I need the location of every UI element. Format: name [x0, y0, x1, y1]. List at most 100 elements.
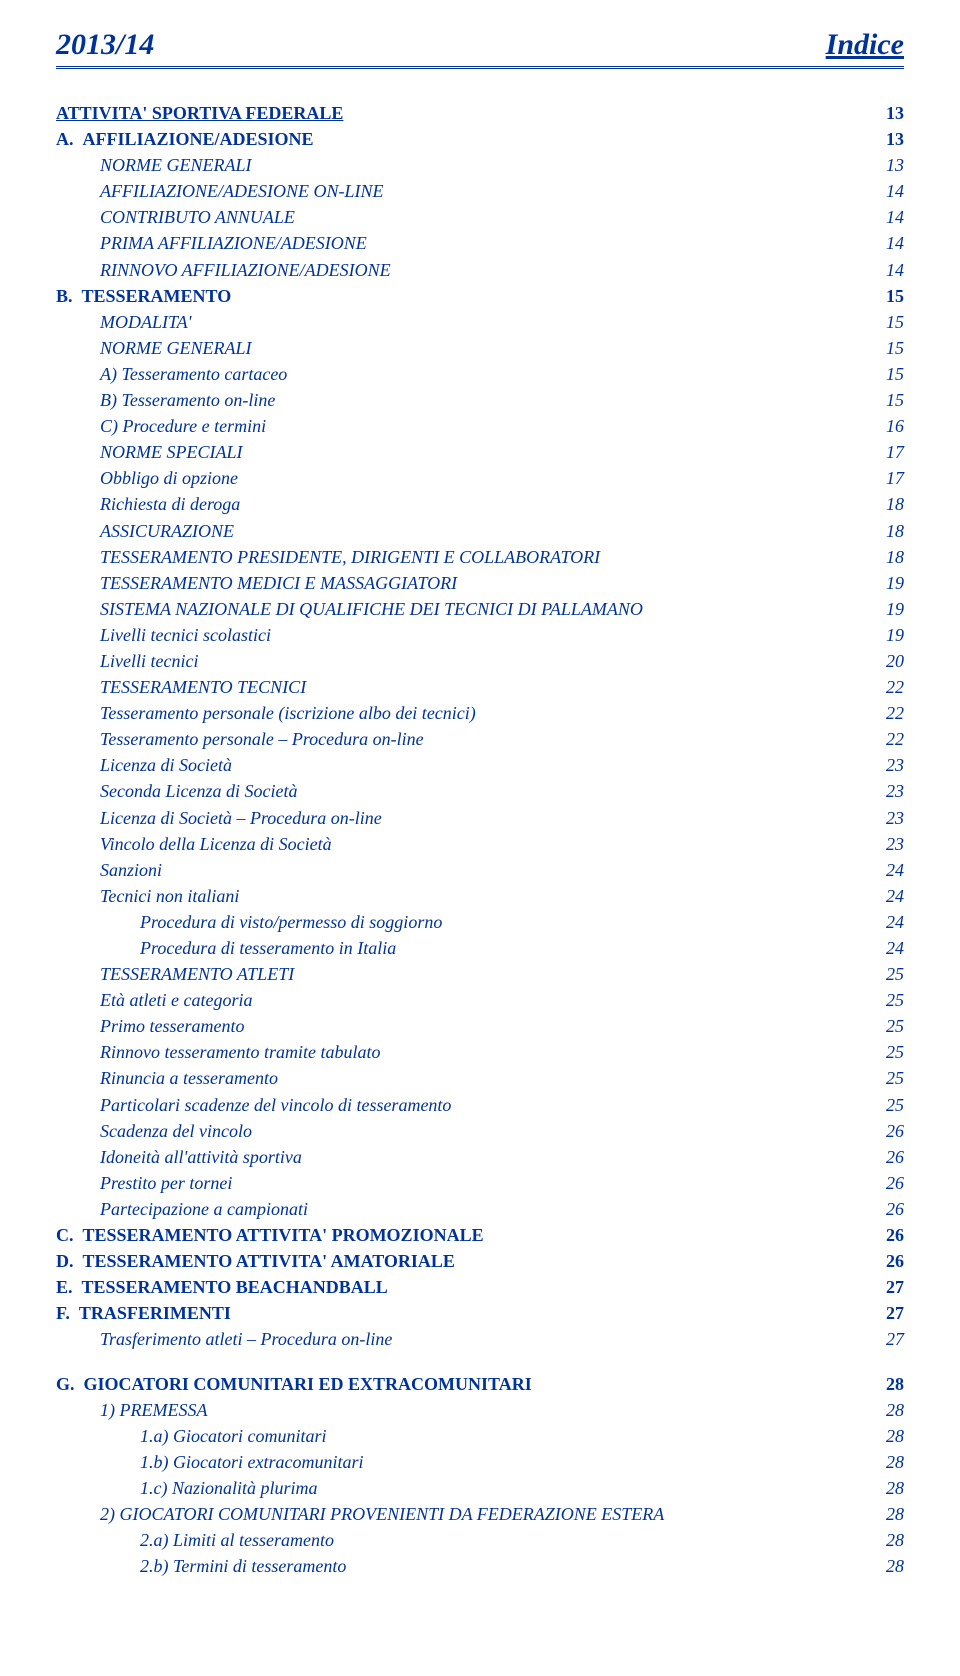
toc-row: 2) GIOCATORI COMUNITARI PROVENIENTI DA F… [56, 1501, 904, 1527]
toc-page: 20 [876, 648, 904, 674]
toc-page: 14 [876, 178, 904, 204]
toc-row: Richiesta di deroga18 [56, 491, 904, 517]
toc-page: 23 [876, 805, 904, 831]
toc-page: 14 [876, 204, 904, 230]
toc-page: 28 [876, 1475, 904, 1501]
toc-page: 22 [876, 700, 904, 726]
header-year: 2013/14 [56, 28, 154, 62]
toc-label: NORME GENERALI [100, 335, 876, 361]
toc-row: RINNOVO AFFILIAZIONE/ADESIONE14 [56, 257, 904, 283]
toc-page: 13 [876, 100, 904, 126]
toc-page: 26 [876, 1248, 904, 1274]
toc-label: Tesseramento personale (iscrizione albo … [100, 700, 876, 726]
toc-label: E. TESSERAMENTO BEACHANDBALL [56, 1274, 876, 1300]
toc-row: ATTIVITA' SPORTIVA FEDERALE13 [56, 100, 904, 126]
toc-label: Livelli tecnici scolastici [100, 622, 876, 648]
toc-row: Idoneità all'attività sportiva26 [56, 1144, 904, 1170]
toc-label: TESSERAMENTO MEDICI E MASSAGGIATORI [100, 570, 876, 596]
toc-page: 24 [876, 909, 904, 935]
toc-page: 18 [876, 518, 904, 544]
toc-label: C) Procedure e termini [100, 413, 876, 439]
toc-row: Tesseramento personale – Procedura on-li… [56, 726, 904, 752]
toc-row: F. TRASFERIMENTI27 [56, 1300, 904, 1326]
toc-label-text: AFFILIAZIONE/ADESIONE [83, 129, 314, 149]
toc-label: NORME GENERALI [100, 152, 876, 178]
toc-page: 15 [876, 361, 904, 387]
toc-label-text: TESSERAMENTO BEACHANDBALL [82, 1277, 388, 1297]
toc-page: 26 [876, 1170, 904, 1196]
table-of-contents: ATTIVITA' SPORTIVA FEDERALE13A. AFFILIAZ… [56, 100, 904, 1579]
toc-page: 19 [876, 570, 904, 596]
toc-page: 25 [876, 961, 904, 987]
toc-row: A. AFFILIAZIONE/ADESIONE13 [56, 126, 904, 152]
toc-label-text: TESSERAMENTO ATTIVITA' AMATORIALE [83, 1251, 455, 1271]
toc-page: 26 [876, 1222, 904, 1248]
toc-row: Sanzioni24 [56, 857, 904, 883]
toc-letter: D. [56, 1251, 83, 1271]
toc-row: Licenza di Società – Procedura on-line23 [56, 805, 904, 831]
toc-label: Livelli tecnici [100, 648, 876, 674]
toc-label-text: TESSERAMENTO [82, 286, 232, 306]
toc-page: 27 [876, 1326, 904, 1352]
toc-row: Rinnovo tesseramento tramite tabulato25 [56, 1039, 904, 1065]
toc-page: 14 [876, 257, 904, 283]
toc-page: 25 [876, 1092, 904, 1118]
toc-page: 25 [876, 987, 904, 1013]
toc-row: B. TESSERAMENTO15 [56, 283, 904, 309]
toc-label: D. TESSERAMENTO ATTIVITA' AMATORIALE [56, 1248, 876, 1274]
toc-label: 1.b) Giocatori extracomunitari [140, 1449, 876, 1475]
toc-label: PRIMA AFFILIAZIONE/ADESIONE [100, 230, 876, 256]
toc-page: 18 [876, 491, 904, 517]
toc-label: 1.c) Nazionalità plurima [140, 1475, 876, 1501]
toc-label: RINNOVO AFFILIAZIONE/ADESIONE [100, 257, 876, 283]
toc-label: 2.a) Limiti al tesseramento [140, 1527, 876, 1553]
toc-page: 27 [876, 1274, 904, 1300]
toc-page: 14 [876, 230, 904, 256]
toc-label: 2.b) Termini di tesseramento [140, 1553, 876, 1579]
toc-page: 26 [876, 1118, 904, 1144]
toc-page: 25 [876, 1065, 904, 1091]
toc-row: CONTRIBUTO ANNUALE14 [56, 204, 904, 230]
toc-row: SISTEMA NAZIONALE DI QUALIFICHE DEI TECN… [56, 596, 904, 622]
toc-row: ASSICURAZIONE18 [56, 518, 904, 544]
toc-row: TESSERAMENTO ATLETI25 [56, 961, 904, 987]
toc-row: Scadenza del vincolo26 [56, 1118, 904, 1144]
toc-label: MODALITA' [100, 309, 876, 335]
toc-page: 13 [876, 152, 904, 178]
toc-page: 13 [876, 126, 904, 152]
toc-row: TESSERAMENTO PRESIDENTE, DIRIGENTI E COL… [56, 544, 904, 570]
toc-label: NORME SPECIALI [100, 439, 876, 465]
toc-row: 1.a) Giocatori comunitari28 [56, 1423, 904, 1449]
toc-page: 24 [876, 935, 904, 961]
toc-page: 23 [876, 752, 904, 778]
toc-label: SISTEMA NAZIONALE DI QUALIFICHE DEI TECN… [100, 596, 876, 622]
toc-page: 23 [876, 778, 904, 804]
toc-label: Licenza di Società [100, 752, 876, 778]
toc-row: Livelli tecnici scolastici19 [56, 622, 904, 648]
toc-row: AFFILIAZIONE/ADESIONE ON-LINE14 [56, 178, 904, 204]
toc-label: Sanzioni [100, 857, 876, 883]
toc-page: 28 [876, 1423, 904, 1449]
toc-row: Primo tesseramento25 [56, 1013, 904, 1039]
toc-label: Trasferimento atleti – Procedura on-line [100, 1326, 876, 1352]
toc-row: PRIMA AFFILIAZIONE/ADESIONE14 [56, 230, 904, 256]
toc-label: B) Tesseramento on-line [100, 387, 876, 413]
toc-row: B) Tesseramento on-line15 [56, 387, 904, 413]
toc-page: 28 [876, 1397, 904, 1423]
toc-label: A) Tesseramento cartaceo [100, 361, 876, 387]
toc-row: 1.c) Nazionalità plurima28 [56, 1475, 904, 1501]
toc-page: 28 [876, 1553, 904, 1579]
toc-page: 16 [876, 413, 904, 439]
toc-page: 18 [876, 544, 904, 570]
toc-label: 1) PREMESSA [100, 1397, 876, 1423]
toc-label: CONTRIBUTO ANNUALE [100, 204, 876, 230]
toc-label-text: TESSERAMENTO ATTIVITA' PROMOZIONALE [83, 1225, 484, 1245]
toc-label: Vincolo della Licenza di Società [100, 831, 876, 857]
toc-label: 2) GIOCATORI COMUNITARI PROVENIENTI DA F… [100, 1501, 876, 1527]
toc-page: 23 [876, 831, 904, 857]
toc-label: Tecnici non italiani [100, 883, 876, 909]
toc-label: Seconda Licenza di Società [100, 778, 876, 804]
toc-row: 1) PREMESSA28 [56, 1397, 904, 1423]
toc-label-text: TRASFERIMENTI [79, 1303, 231, 1323]
toc-row: NORME GENERALI15 [56, 335, 904, 361]
